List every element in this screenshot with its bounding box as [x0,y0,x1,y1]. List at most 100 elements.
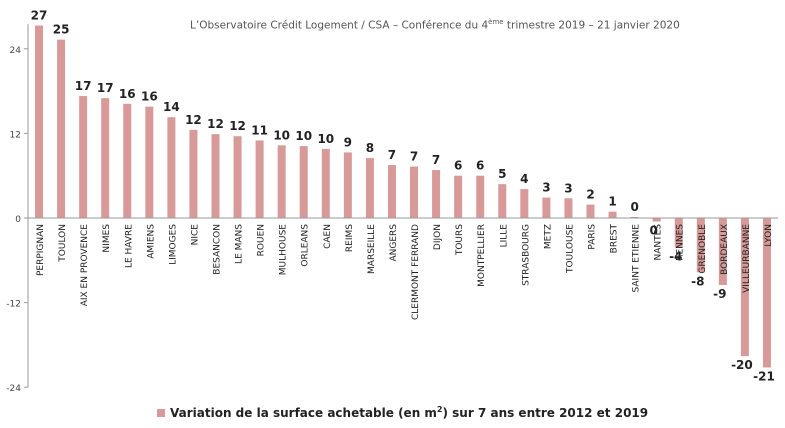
legend: Variation de la surface achetable (en m2… [157,405,648,420]
category-label: NANTES [654,224,664,261]
data-label: 6 [454,159,462,173]
bar-clermont-ferrand [410,166,419,218]
data-label: 12 [229,119,246,133]
y-tick-label: 24 [10,46,22,56]
category-label: DIJON [433,224,443,250]
bar-toulon [57,39,66,219]
bar-strasbourg [520,189,529,218]
bar-besancon [211,134,220,218]
data-label: 2 [586,188,594,202]
data-label: 9 [344,135,352,149]
y-tick-label: -24 [6,384,21,394]
bar-nantes [652,218,661,222]
category-label: BREST [610,224,620,254]
bar-limoges [167,117,176,218]
bar-dijon [432,170,441,218]
data-label: 1 [608,195,616,209]
data-label: 10 [317,132,334,146]
bar-marseille [365,158,374,218]
y-tick-label: 0 [15,215,21,225]
bar-reims [343,152,352,218]
bar-rennes [674,218,683,248]
data-label: 12 [207,117,224,131]
category-label: PERPIGNAN [36,224,46,276]
data-label: -20 [731,358,753,372]
category-label: LE HAVRE [124,224,134,268]
category-label: AIX EN PROVENCE [80,224,90,307]
y-tick-label: 12 [10,130,21,140]
bar-nimes [101,98,110,218]
data-label: 17 [97,81,114,95]
category-label: ORLEANS [301,224,311,267]
y-axis: 24 12 0 -12 -24 [6,24,29,394]
category-label: ROUEN [257,224,267,256]
data-label: -4 [669,250,682,264]
source-note-superscript: ème [488,18,504,26]
category-label: PARIS [588,224,598,250]
legend-suffix: ) sur 7 ans entre 2012 et 2019 [442,406,649,420]
bar-metz [542,197,551,218]
category-label: SAINT ETIENNE [632,224,642,293]
data-label: -9 [713,287,726,301]
data-label: 10 [295,129,312,143]
data-label: 3 [564,181,572,195]
legend-prefix: Variation de la surface achetable (en m [170,406,437,420]
category-label: MULHOUSE [279,224,289,276]
data-label: 25 [53,23,70,37]
bar-le-havre [123,103,132,218]
category-label: REIMS [345,224,355,252]
y-tick-label: -12 [6,300,21,310]
data-label: 3 [542,181,550,195]
bar-villeurbanne [740,218,749,357]
category-label: GRENOBLE [698,224,708,274]
data-label: -8 [691,274,704,288]
category-label: BORDEAUX [720,224,730,275]
data-label: 11 [251,123,268,137]
bar-toulouse [564,198,573,218]
category-label: METZ [543,224,553,249]
bar-tours [454,175,463,218]
category-label: MARSEILLE [367,224,377,274]
data-label: 16 [119,87,136,101]
category-label: TOURS [455,224,465,256]
bar-lille [498,184,507,218]
category-label: LYON [764,224,774,247]
bar-rouen [255,140,264,218]
category-label: AMIENS [146,224,156,259]
category-label: RENNES [676,224,686,261]
data-label: 4 [520,172,528,186]
bar-montpellier [476,175,485,218]
data-label: 12 [185,113,202,127]
category-label: LE MANS [235,224,245,264]
source-note: L’Observatoire Crédit Logement / CSA – C… [190,18,680,32]
legend-swatch [157,409,165,417]
category-label: TOULOUSE [565,224,575,274]
category-label: CLERMONT FERRAND [411,224,421,320]
bar-mulhouse [277,145,286,218]
bar-paris [586,204,595,218]
data-label: 0 [630,200,638,214]
category-label: NICE [190,224,200,246]
bars [35,25,771,368]
category-label: STRASBOURG [521,224,531,286]
bar-brest [608,211,617,218]
bar-le-mans [233,136,242,218]
category-label: ANGERS [389,224,399,262]
bar-grenoble [696,218,705,273]
source-note-prefix: L’Observatoire Crédit Logement / CSA – C… [190,19,489,32]
legend-superscript: 2 [436,405,443,414]
category-label: NIMES [102,224,112,253]
bar-orleans [299,146,308,218]
category-label: LIMOGES [168,224,178,265]
bar-nice [189,129,198,218]
data-label: 27 [31,9,48,23]
bar-amiens [145,106,154,218]
data-label: 8 [366,141,374,155]
category-label: VILLEURBANNE [742,224,752,293]
category-label: BESANCON [213,224,223,275]
bar-aix-en-provence [79,96,88,218]
bar-angers [387,165,396,218]
